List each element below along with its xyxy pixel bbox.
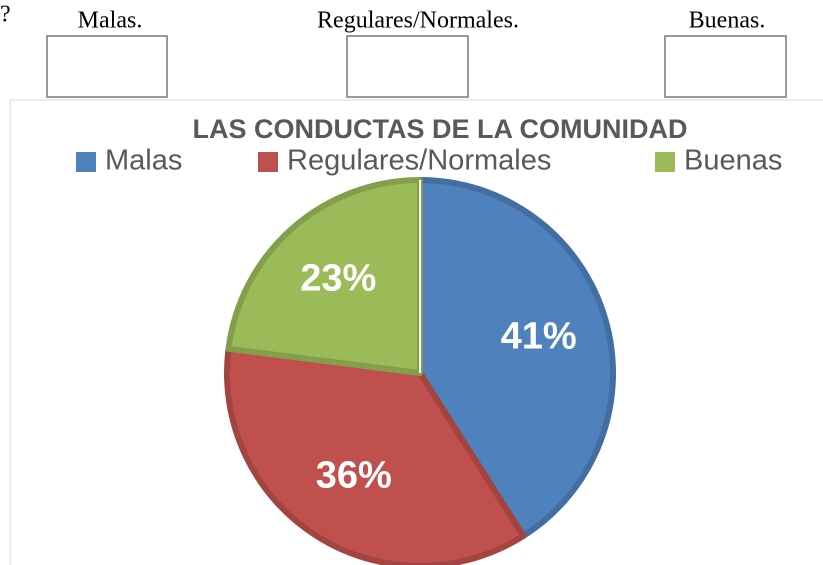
legend-swatch [655,152,675,172]
header-mark: ? [0,2,11,28]
checkbox[interactable] [664,35,787,98]
checkbox[interactable] [46,35,168,98]
option-label: Regulares/Normales. [317,8,519,34]
checkbox[interactable] [346,35,469,98]
option-label: Buenas. [689,8,766,34]
data-label: 41% [501,316,577,358]
chart-title: LAS CONDUCTAS DE LA COMUNIDAD [193,114,688,144]
legend-swatch [258,152,278,172]
legend-label: Buenas [684,145,782,177]
pie-slice [224,345,527,565]
legend-swatch [76,152,96,172]
option-label: Malas. [78,8,143,34]
legend-label: Regulares/Normales [287,145,551,177]
data-label: 36% [316,454,392,496]
pie-slice [225,177,423,376]
legend-label: Malas [105,145,182,177]
data-label: 23% [300,257,376,299]
